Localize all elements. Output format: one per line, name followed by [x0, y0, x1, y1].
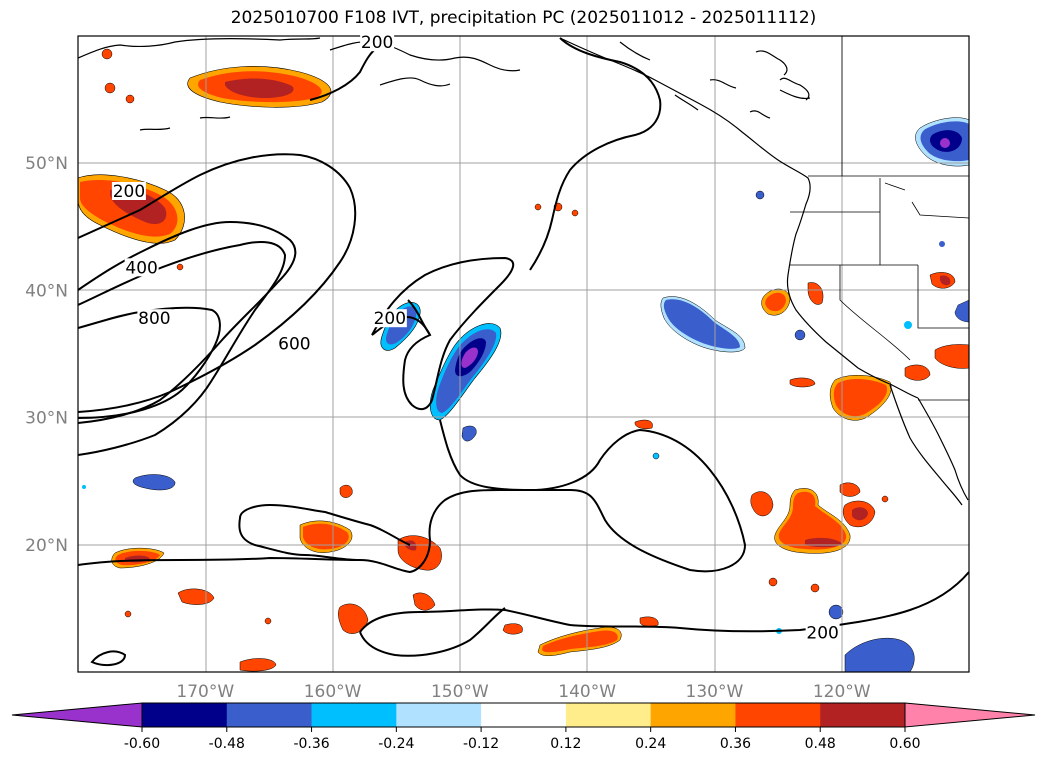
- lat-tick-labels: 50°N 40°N 30°N 20°N: [25, 154, 68, 556]
- ivt-contour-labels: 200 400 800 600 200 200 200: [111, 33, 840, 643]
- colorbar-extend-min: [11, 702, 143, 728]
- precip-feature-small-dots: [82, 48, 889, 625]
- lat-tick-label: 30°N: [25, 409, 68, 429]
- precip-feature-west-negative: [132, 302, 477, 491]
- precip-feature-subtropical-east-positive: [750, 482, 876, 554]
- lon-tick-label: 160°W: [304, 682, 362, 702]
- gridlines: [78, 36, 969, 672]
- colorbar-box: [311, 703, 397, 727]
- map-title: 2025010700 F108 IVT, precipitation PC (2…: [230, 8, 817, 28]
- coastlines: [78, 37, 969, 506]
- ivt-contour-200-upper: [529, 37, 662, 271]
- colorbar-tick-label: -0.36: [293, 736, 329, 752]
- ivt-contour-200-center: [407, 299, 431, 336]
- contour-label-bg: [137, 309, 172, 328]
- colorbar-frame: [141, 702, 906, 728]
- colorbar-box: [650, 703, 736, 727]
- ivt-contours: [78, 37, 969, 667]
- lon-tick-label: 140°W: [558, 682, 616, 702]
- ivt-contour-400: [78, 220, 297, 424]
- precip-feature-south-positive: [502, 419, 659, 656]
- colorbar-tick-label: -0.24: [378, 736, 414, 752]
- contour-label-bg: [111, 182, 146, 200]
- lat-tick-label: 50°N: [25, 154, 68, 174]
- colorbar-extend-max: [904, 702, 1036, 728]
- colorbar-box: [396, 703, 482, 727]
- precip-feature-north-positive: [187, 66, 332, 108]
- precip-feature-hawaii-positive: [111, 484, 442, 672]
- ivt-contour-800: [78, 306, 221, 419]
- contour-label-bg: [372, 309, 407, 328]
- colorbar-box: [142, 703, 228, 727]
- ivt-contour-600: [78, 241, 287, 456]
- lat-tick-label: 40°N: [25, 281, 68, 301]
- lat-tick-label: 20°N: [25, 536, 68, 556]
- colorbar-tick-label: 0.12: [550, 736, 581, 752]
- ivt-contour-200-loop: [371, 256, 515, 411]
- colorbar-box: [565, 703, 652, 727]
- ivt-contour-200-bottom2: [359, 607, 506, 657]
- contour-label: 600: [278, 335, 310, 355]
- colorbar-box: [481, 703, 567, 727]
- contour-label: 200: [361, 33, 393, 53]
- precip-feature-ne-negative: [755, 117, 969, 672]
- colorbar-tick-label: 0.24: [635, 736, 666, 752]
- contour-label: 400: [125, 258, 157, 278]
- contour-label: 800: [138, 309, 170, 329]
- colorbar-box: [735, 703, 821, 727]
- state-borders: [790, 36, 969, 401]
- contour-label-bg: [277, 334, 312, 353]
- colorbar-tick-label: 0.48: [805, 736, 836, 752]
- ivt-contour-200-west: [78, 153, 357, 413]
- lon-tick-label: 130°W: [686, 682, 744, 702]
- lon-tick-label: 150°W: [431, 682, 489, 702]
- contour-label-bg: [124, 258, 159, 277]
- contour-label: 200: [374, 309, 406, 329]
- contour-label-bg: [360, 33, 395, 52]
- colorbar-tick-label: -0.12: [463, 736, 499, 752]
- colorbar-tick-label: 0.60: [889, 736, 920, 752]
- map-frame: [77, 35, 970, 673]
- precip-feature-california-positive: [761, 272, 969, 421]
- contour-label: 200: [806, 623, 838, 643]
- contour-label-bg: [805, 623, 840, 642]
- colorbar-box: [820, 703, 906, 727]
- colorbar-tick-label: 0.36: [720, 736, 751, 752]
- colorbar-tick-label: -0.48: [209, 736, 245, 752]
- colorbar-box: [226, 703, 313, 727]
- ivt-contour-200-south: [78, 556, 361, 566]
- colorbar: -0.60 -0.48 -0.36 -0.24 -0.12 0.12 0.24 0.36 0.4…: [11, 702, 1036, 752]
- ivt-contour-200-bottom: [359, 571, 969, 633]
- ivt-contour-200-sw: [90, 650, 127, 667]
- colorbar-tick-label: -0.60: [124, 736, 160, 752]
- contour-label: 200: [113, 182, 145, 202]
- precip-feature-east-negative: [660, 296, 746, 353]
- ivt-contour-200-top: [309, 44, 381, 101]
- precip-feature-central-negative: [430, 323, 502, 421]
- lon-tick-label: 170°W: [176, 682, 234, 702]
- lon-tick-label: 120°W: [813, 682, 871, 702]
- ivt-contour-200-main: [238, 419, 747, 574]
- lon-tick-labels: 170°W 160°W 150°W 140°W 130°W 120°W: [176, 682, 870, 702]
